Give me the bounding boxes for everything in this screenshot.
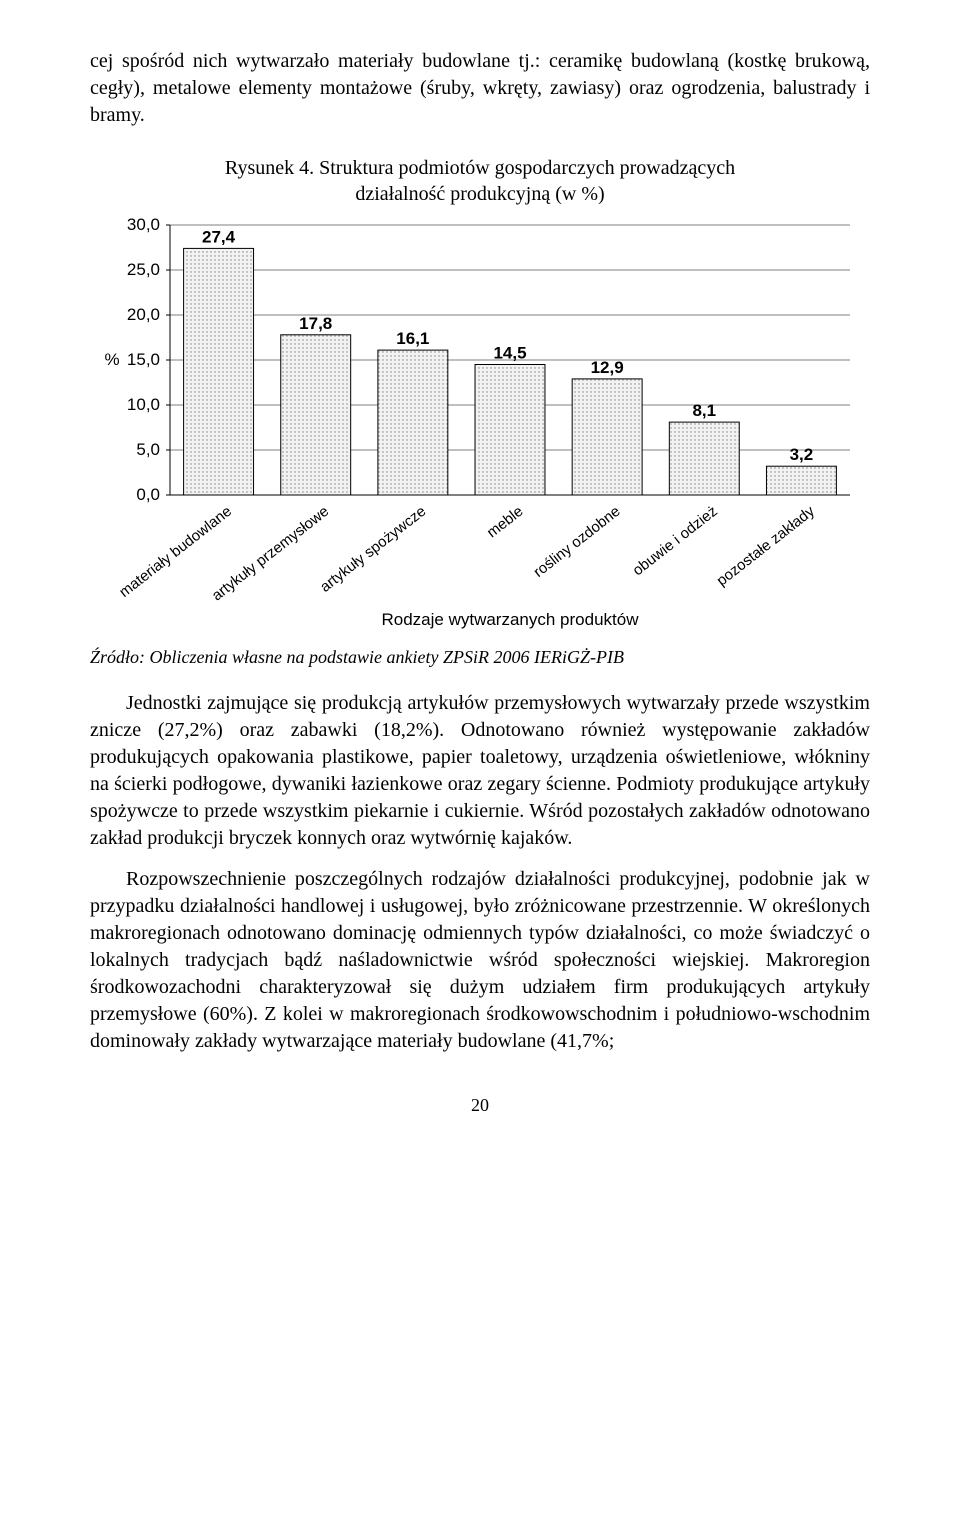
chart-title-line1: Rysunek 4. Struktura podmiotów gospodarc… xyxy=(225,157,735,179)
svg-text:15,0: 15,0 xyxy=(127,350,160,369)
bar-chart: 0,05,010,015,020,025,030,0%27,4materiały… xyxy=(90,215,870,635)
svg-text:8,1: 8,1 xyxy=(692,401,716,420)
chart-container: 0,05,010,015,020,025,030,0%27,4materiały… xyxy=(90,215,870,635)
body-paragraph-1: Jednostki zajmujące się produkcją artyku… xyxy=(90,690,870,852)
svg-text:obuwie i odzież: obuwie i odzież xyxy=(629,503,720,580)
chart-title-line2: działalność produkcyjną (w %) xyxy=(355,183,604,205)
intro-paragraph: cej spośród nich wytwarzało materiały bu… xyxy=(90,48,870,129)
svg-text:20,0: 20,0 xyxy=(127,305,160,324)
svg-text:16,1: 16,1 xyxy=(396,329,429,348)
source-text: Źródło: Obliczenia własne na podstawie a… xyxy=(90,647,870,668)
page-number: 20 xyxy=(90,1095,870,1116)
svg-text:25,0: 25,0 xyxy=(127,260,160,279)
svg-text:27,4: 27,4 xyxy=(202,227,236,246)
svg-text:Rodzaje wytwarzanych produktów: Rodzaje wytwarzanych produktów xyxy=(381,610,639,629)
svg-text:%: % xyxy=(104,350,119,369)
svg-text:10,0: 10,0 xyxy=(127,395,160,414)
svg-text:artykuły spożywcze: artykuły spożywcze xyxy=(317,503,429,596)
svg-text:14,5: 14,5 xyxy=(493,344,526,363)
chart-title: Rysunek 4. Struktura podmiotów gospodarc… xyxy=(90,155,870,207)
svg-text:3,2: 3,2 xyxy=(790,445,814,464)
svg-text:17,8: 17,8 xyxy=(299,314,332,333)
svg-text:pozostałe zakłady: pozostałe zakłady xyxy=(713,502,818,589)
body-paragraph-2: Rozpowszechnienie poszczególnych rodzajó… xyxy=(90,866,870,1055)
svg-text:30,0: 30,0 xyxy=(127,215,160,234)
page-container: cej spośród nich wytwarzało materiały bu… xyxy=(0,0,960,1156)
svg-text:rośliny ozdobne: rośliny ozdobne xyxy=(530,503,623,581)
svg-text:0,0: 0,0 xyxy=(136,485,160,504)
svg-text:meble: meble xyxy=(484,503,527,542)
svg-text:12,9: 12,9 xyxy=(591,358,624,377)
svg-text:5,0: 5,0 xyxy=(136,440,160,459)
